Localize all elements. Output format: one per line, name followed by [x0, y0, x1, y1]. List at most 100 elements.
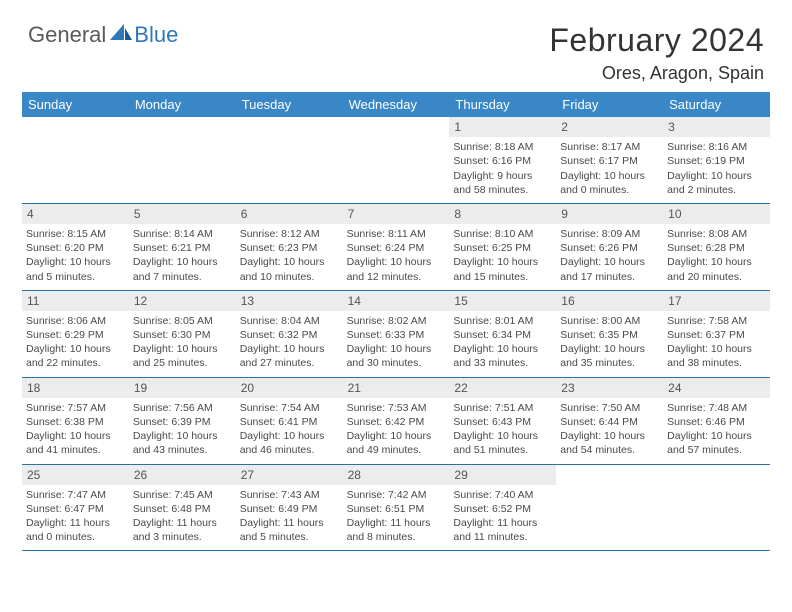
sunset-line: Sunset: 6:46 PM	[667, 415, 766, 429]
calendar-day: 23Sunrise: 7:50 AMSunset: 6:44 PMDayligh…	[556, 378, 663, 464]
sunset-line: Sunset: 6:47 PM	[26, 502, 125, 516]
sunset-line: Sunset: 6:32 PM	[240, 328, 339, 342]
calendar-day: 28Sunrise: 7:42 AMSunset: 6:51 PMDayligh…	[343, 465, 450, 551]
day-number: 29	[449, 465, 556, 485]
sunset-line: Sunset: 6:44 PM	[560, 415, 659, 429]
brand-text-blue: Blue	[134, 22, 178, 48]
sunrise-line: Sunrise: 8:04 AM	[240, 314, 339, 328]
sunrise-line: Sunrise: 7:47 AM	[26, 488, 125, 502]
calendar-day: 25 Sunrise: 7:47 AMSunset: 6:47 PMDayligh…	[22, 465, 129, 551]
daylight-line: Daylight: 10 hours and 10 minutes.	[240, 255, 339, 283]
daylight-line: Daylight: 10 hours and 30 minutes.	[347, 342, 446, 370]
calendar-day	[236, 117, 343, 203]
day-number: 12	[129, 291, 236, 311]
day-number: 18	[22, 378, 129, 398]
calendar-day	[343, 117, 450, 203]
sunset-line: Sunset: 6:19 PM	[667, 154, 766, 168]
sunset-line: Sunset: 6:23 PM	[240, 241, 339, 255]
daylight-line: Daylight: 10 hours and 2 minutes.	[667, 169, 766, 197]
sunrise-line: Sunrise: 7:48 AM	[667, 401, 766, 415]
sunrise-line: Sunrise: 8:00 AM	[560, 314, 659, 328]
weekday-header: Monday	[129, 92, 236, 117]
daylight-line: Daylight: 10 hours and 57 minutes.	[667, 429, 766, 457]
sunrise-line: Sunrise: 7:40 AM	[453, 488, 552, 502]
daylight-line: Daylight: 10 hours and 12 minutes.	[347, 255, 446, 283]
daylight-line: Daylight: 10 hours and 46 minutes.	[240, 429, 339, 457]
daylight-line: Daylight: 10 hours and 43 minutes.	[133, 429, 232, 457]
daylight-line: Daylight: 11 hours and 3 minutes.	[133, 516, 232, 544]
location: Ores, Aragon, Spain	[549, 63, 764, 84]
daylight-line: Daylight: 10 hours and 27 minutes.	[240, 342, 339, 370]
sunrise-line: Sunrise: 7:51 AM	[453, 401, 552, 415]
calendar-day: 14Sunrise: 8:02 AMSunset: 6:33 PMDayligh…	[343, 291, 450, 377]
sunset-line: Sunset: 6:35 PM	[560, 328, 659, 342]
sunrise-line: Sunrise: 8:12 AM	[240, 227, 339, 241]
calendar-body: 1Sunrise: 8:18 AMSunset: 6:16 PMDaylight…	[22, 117, 770, 551]
daylight-line: Daylight: 9 hours and 58 minutes.	[453, 169, 552, 197]
calendar: SundayMondayTuesdayWednesdayThursdayFrid…	[22, 92, 770, 551]
calendar-day: 17Sunrise: 7:58 AMSunset: 6:37 PMDayligh…	[663, 291, 770, 377]
sunset-line: Sunset: 6:38 PM	[26, 415, 125, 429]
day-number: 28	[343, 465, 450, 485]
daylight-line: Daylight: 10 hours and 35 minutes.	[560, 342, 659, 370]
day-number: 25	[22, 465, 129, 485]
daylight-line: Daylight: 10 hours and 49 minutes.	[347, 429, 446, 457]
sunrise-line: Sunrise: 7:50 AM	[560, 401, 659, 415]
day-number: 7	[343, 204, 450, 224]
daylight-line: Daylight: 10 hours and 15 minutes.	[453, 255, 552, 283]
sunrise-line: Sunrise: 8:06 AM	[26, 314, 125, 328]
sunrise-line: Sunrise: 8:01 AM	[453, 314, 552, 328]
sunset-line: Sunset: 6:52 PM	[453, 502, 552, 516]
sunset-line: Sunset: 6:17 PM	[560, 154, 659, 168]
calendar-day: 24 Sunrise: 7:48 AMSunset: 6:46 PMDayligh…	[663, 378, 770, 464]
weekday-header: Friday	[556, 92, 663, 117]
daylight-line: Daylight: 11 hours and 11 minutes.	[453, 516, 552, 544]
calendar-day: 6 Sunrise: 8:12 AMSunset: 6:23 PMDaylight…	[236, 204, 343, 290]
day-number: 6	[236, 204, 343, 224]
daylight-line: Daylight: 10 hours and 5 minutes.	[26, 255, 125, 283]
calendar-day: 16Sunrise: 8:00 AMSunset: 6:35 PMDayligh…	[556, 291, 663, 377]
sunset-line: Sunset: 6:51 PM	[347, 502, 446, 516]
calendar-day: 18Sunrise: 7:57 AMSunset: 6:38 PMDayligh…	[22, 378, 129, 464]
calendar-day: 15Sunrise: 8:01 AMSunset: 6:34 PMDayligh…	[449, 291, 556, 377]
sunrise-line: Sunrise: 8:10 AM	[453, 227, 552, 241]
daylight-line: Daylight: 11 hours and 0 minutes.	[26, 516, 125, 544]
day-number: 23	[556, 378, 663, 398]
day-number: 8	[449, 204, 556, 224]
daylight-line: Daylight: 11 hours and 8 minutes.	[347, 516, 446, 544]
calendar-week: 25Sunrise: 7:47 AMSunset: 6:47 PMDayligh…	[22, 465, 770, 552]
calendar-day: 29 Sunrise: 7:40 AMSunset: 6:52 PMDayligh…	[449, 465, 556, 551]
calendar-day: 13 Sunrise: 8:04 AMSunset: 6:32 PMDayligh…	[236, 291, 343, 377]
day-number: 19	[129, 378, 236, 398]
daylight-line: Daylight: 10 hours and 7 minutes.	[133, 255, 232, 283]
calendar-day	[556, 465, 663, 551]
day-number: 1	[449, 117, 556, 137]
brand-text-general: General	[28, 22, 106, 48]
day-number: 4	[22, 204, 129, 224]
daylight-line: Daylight: 10 hours and 22 minutes.	[26, 342, 125, 370]
day-number: 24	[663, 378, 770, 398]
calendar-day: 12Sunrise: 8:05 AMSunset: 6:30 PMDayligh…	[129, 291, 236, 377]
day-number: 14	[343, 291, 450, 311]
sunset-line: Sunset: 6:16 PM	[453, 154, 552, 168]
sunrise-line: Sunrise: 7:45 AM	[133, 488, 232, 502]
sunset-line: Sunset: 6:26 PM	[560, 241, 659, 255]
day-number: 15	[449, 291, 556, 311]
day-number: 20	[236, 378, 343, 398]
calendar-day: 26Sunrise: 7:45 AMSunset: 6:48 PMDayligh…	[129, 465, 236, 551]
sunset-line: Sunset: 6:33 PM	[347, 328, 446, 342]
day-number: 13	[236, 291, 343, 311]
day-number: 10	[663, 204, 770, 224]
calendar-day: 8Sunrise: 8:10 AMSunset: 6:25 PMDaylight…	[449, 204, 556, 290]
day-number: 2	[556, 117, 663, 137]
sunset-line: Sunset: 6:28 PM	[667, 241, 766, 255]
day-number: 21	[343, 378, 450, 398]
daylight-line: Daylight: 10 hours and 25 minutes.	[133, 342, 232, 370]
calendar-week: 4Sunrise: 8:15 AMSunset: 6:20 PMDaylight…	[22, 204, 770, 291]
sunset-line: Sunset: 6:37 PM	[667, 328, 766, 342]
weekday-header: Tuesday	[236, 92, 343, 117]
calendar-day: 11Sunrise: 8:06 AMSunset: 6:29 PMDayligh…	[22, 291, 129, 377]
sunset-line: Sunset: 6:30 PM	[133, 328, 232, 342]
sunset-line: Sunset: 6:24 PM	[347, 241, 446, 255]
brand-logo: General Blue	[28, 22, 178, 48]
